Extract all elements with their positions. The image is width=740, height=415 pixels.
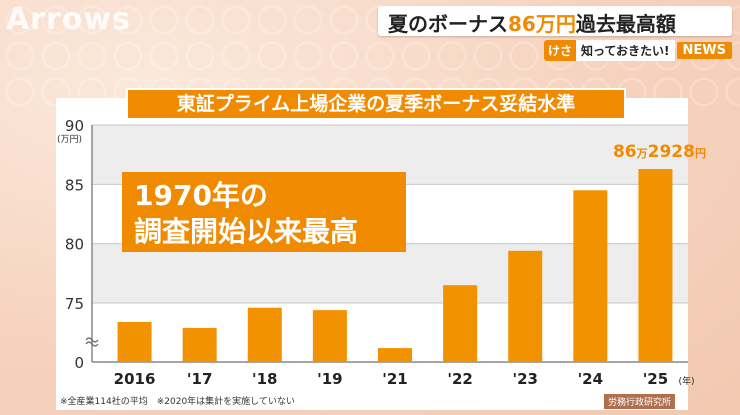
news-badge: NEWS	[676, 41, 732, 59]
x-tick-label: '25	[643, 370, 668, 388]
bar	[312, 310, 347, 362]
x-tick-label: 2016	[114, 370, 156, 388]
bar	[508, 250, 543, 362]
y-tick-label: 80	[65, 236, 84, 254]
bar	[182, 327, 217, 362]
footnote: ※全産業114社の平均 ※2020年は集計を実施していない	[60, 397, 295, 407]
x-tick-label: '23	[512, 370, 537, 388]
callout-line1: 1970年の	[134, 179, 268, 212]
data-label-last: 86万2928円	[613, 142, 706, 162]
headline-part2: 過去最高額	[575, 12, 676, 36]
headline-banner: 夏のボーナス86万円過去最高額	[378, 6, 732, 36]
chart-title: 東証プライム上場企業の夏季ボーナス妥結水準	[126, 88, 626, 120]
bar	[117, 321, 152, 362]
y-tick-label: 0	[74, 354, 84, 372]
bar	[443, 285, 478, 362]
bar	[573, 190, 608, 362]
x-tick-label: '19	[317, 370, 342, 388]
channel-logo: Arrows	[6, 2, 131, 37]
segment-tag-bar: けさ 知っておきたい! NEWS	[544, 39, 732, 61]
y-tick-label: 85	[65, 176, 84, 194]
axis-break-mark	[85, 341, 99, 347]
record-callout: 1970年の 調査開始以来最高	[122, 172, 406, 252]
x-tick-label: '22	[447, 370, 472, 388]
callout-line2: 調査開始以来最高	[134, 215, 359, 248]
headline-highlight: 86万円	[508, 12, 576, 36]
bar	[638, 169, 673, 362]
y-tick-label: 90	[65, 117, 84, 135]
x-tick-label: '18	[252, 370, 277, 388]
bar	[378, 348, 412, 362]
headline-part1: 夏のボーナス	[388, 12, 508, 36]
x-tick-label: '21	[382, 370, 407, 388]
segment-tag-label: 知っておきたい!	[576, 39, 675, 61]
x-tick-label: '24	[578, 370, 603, 388]
x-tick-label: '17	[187, 370, 212, 388]
axis-break-mark	[85, 337, 99, 343]
y-tick-label: 75	[65, 295, 84, 313]
segment-tag-kesa: けさ	[544, 39, 577, 61]
y-unit-label: (万円)	[57, 134, 82, 145]
x-unit-label: (年)	[678, 375, 694, 387]
bar	[247, 307, 282, 362]
source-badge: 労務行政研究所	[604, 394, 676, 409]
headline-title: 夏のボーナス86万円過去最高額	[388, 8, 676, 37]
